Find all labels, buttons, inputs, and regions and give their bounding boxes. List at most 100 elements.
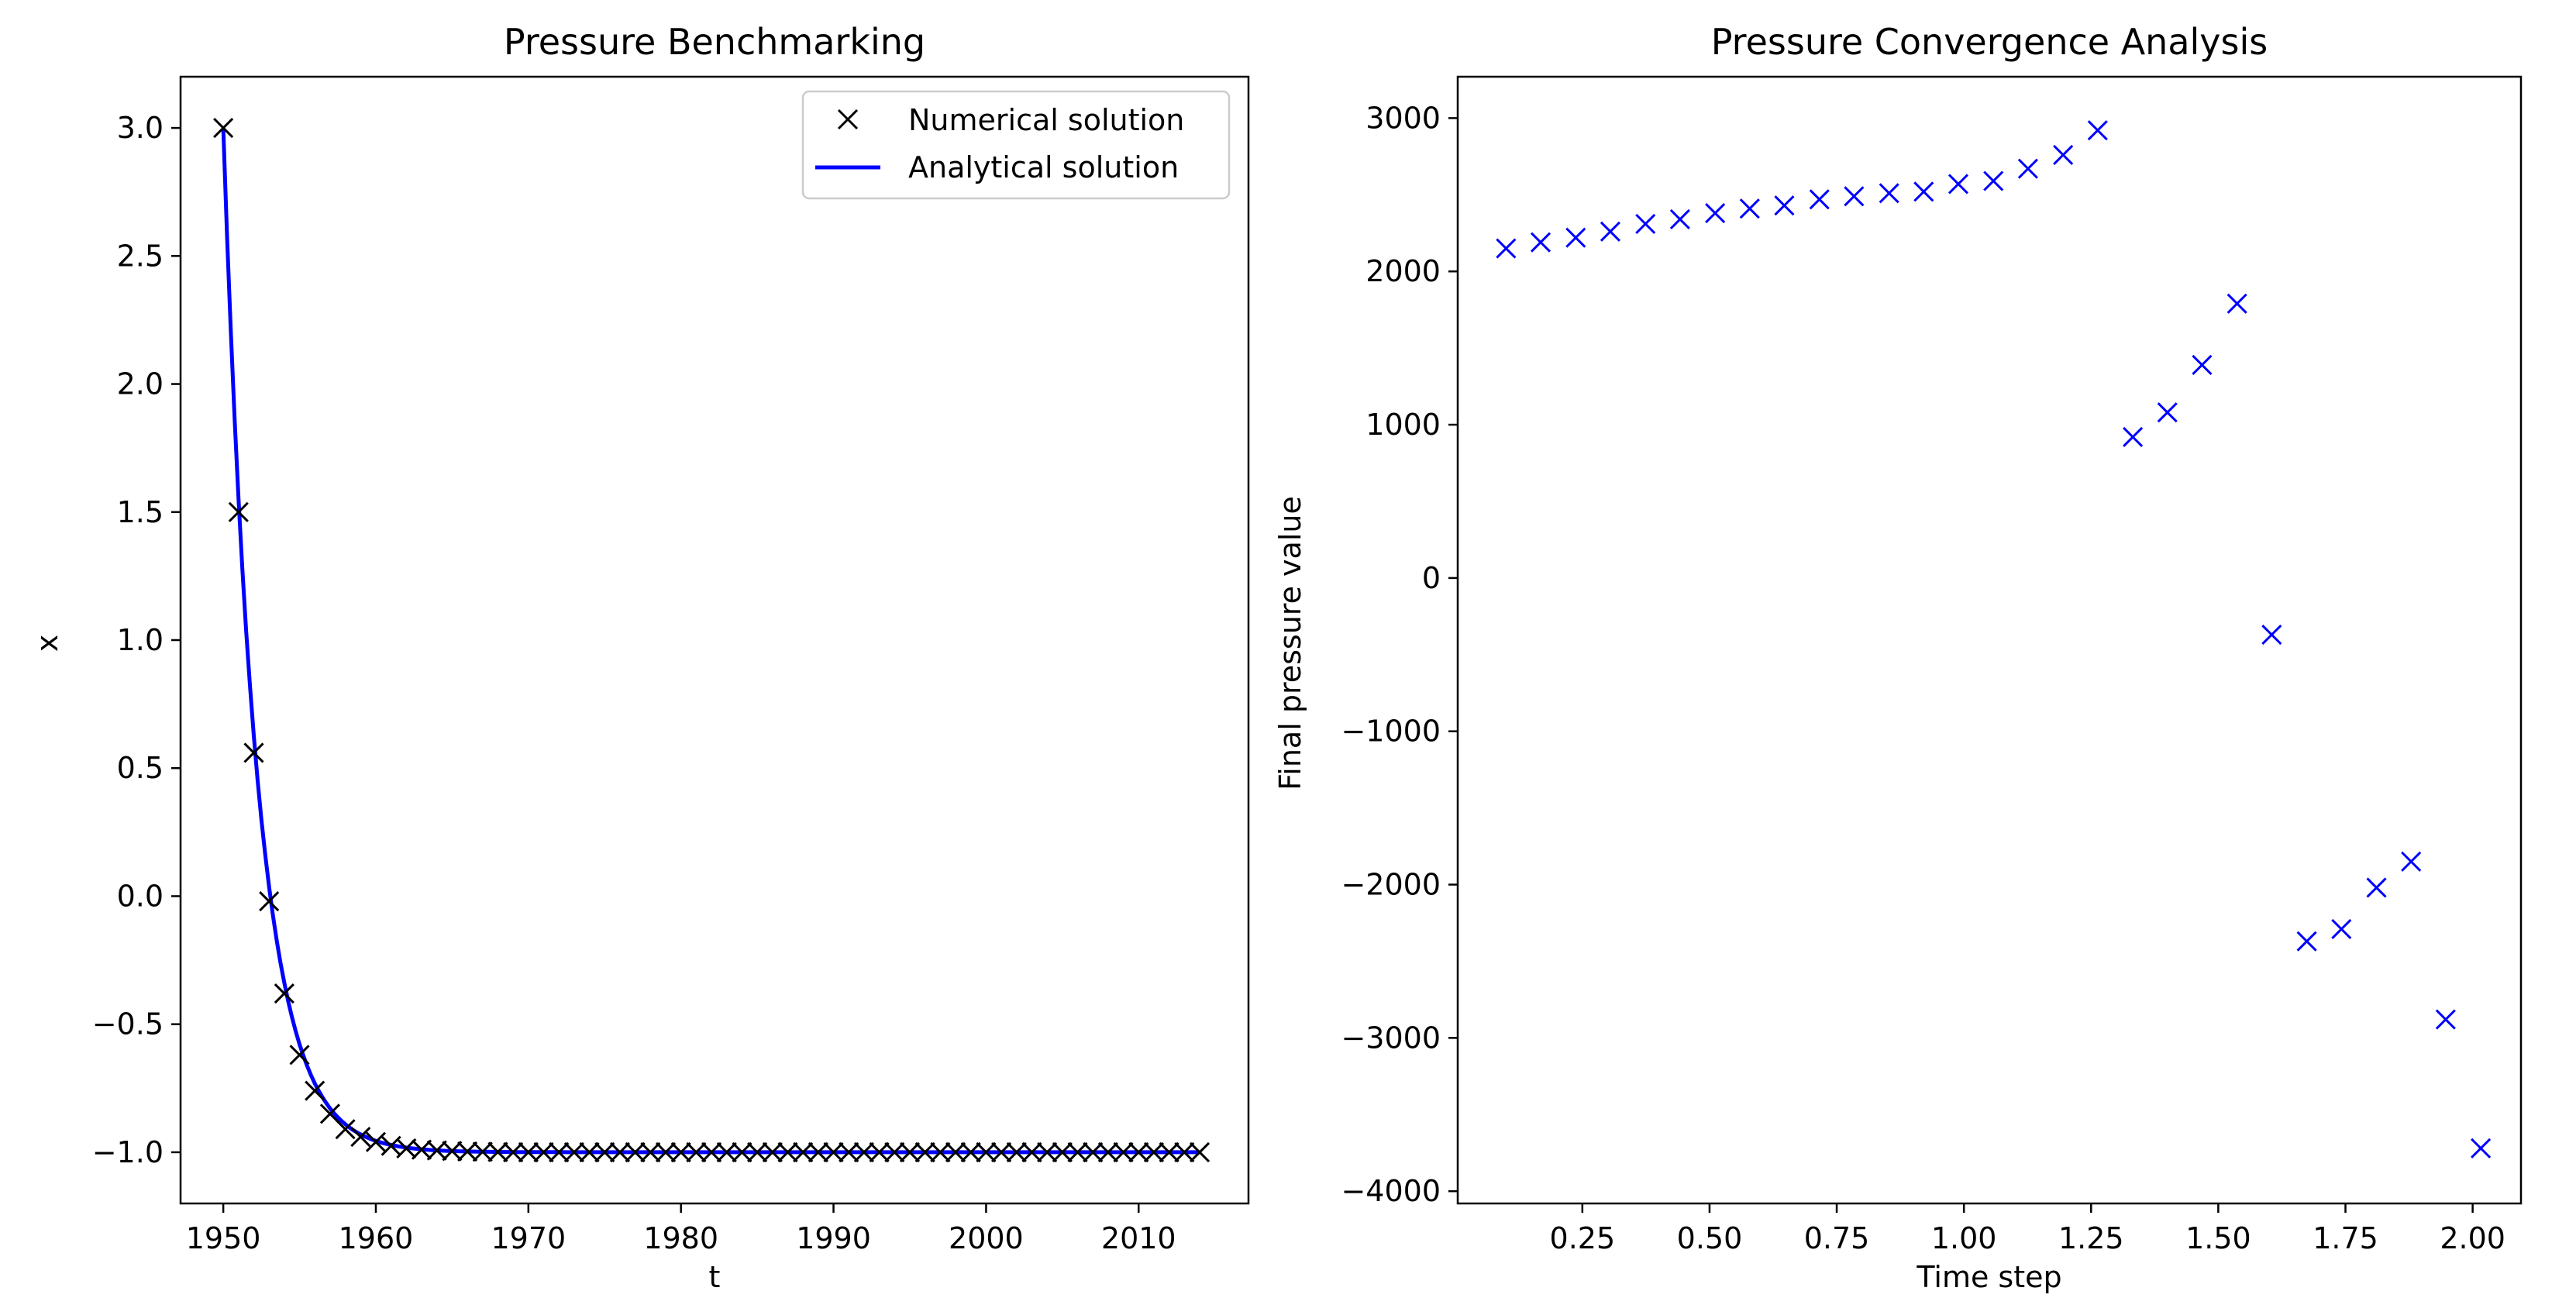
data-point <box>1006 1141 1027 1162</box>
data-point <box>2471 1138 2492 1159</box>
data-point <box>487 1141 508 1162</box>
x-tick-label: 2010 <box>1101 1221 1176 1255</box>
data-point <box>960 1141 981 1162</box>
data-point <box>1113 1141 1134 1162</box>
data-point <box>2087 120 2108 141</box>
panel-pressure-benchmarking: Pressure Benchmarking t x 1950 1960 1970 19… <box>30 21 1250 1294</box>
data-point <box>1496 238 1517 259</box>
data-point <box>1143 1141 1165 1162</box>
y-axis-label: x <box>30 635 64 652</box>
legend-entry-numerical: Numerical solution <box>908 103 1184 137</box>
axes-frame <box>179 75 1250 1205</box>
x-tick-label: 1980 <box>643 1221 718 1255</box>
data-point <box>457 1141 478 1162</box>
data-point <box>533 1141 554 1162</box>
data-point <box>335 1119 356 1140</box>
data-point <box>853 1141 874 1162</box>
data-point <box>563 1141 584 1162</box>
data-point <box>594 1141 615 1162</box>
data-point <box>686 1141 707 1162</box>
data-point <box>808 1141 828 1162</box>
data-point <box>655 1141 677 1162</box>
data-point <box>625 1141 646 1162</box>
data-point <box>1600 221 1620 242</box>
data-point <box>365 1131 387 1152</box>
data-point <box>2435 1009 2456 1030</box>
data-point <box>274 983 294 1004</box>
data-point <box>1947 174 1969 195</box>
data-point <box>1021 1141 1042 1162</box>
data-point <box>869 1141 890 1162</box>
data-point <box>518 1141 539 1162</box>
x-tick-label: 0.25 <box>1550 1221 1616 1255</box>
x-tick-label: 1.00 <box>1931 1221 1997 1255</box>
data-point <box>579 1141 600 1162</box>
y-tick-label: 3000 <box>1365 101 1441 135</box>
data-point <box>213 118 234 139</box>
data-point <box>2192 354 2213 375</box>
x-tick-label: 1.25 <box>2058 1221 2124 1255</box>
chart-title: Pressure Benchmarking <box>504 21 925 63</box>
data-point <box>823 1141 844 1162</box>
x-axis-label: Time step <box>1916 1260 2061 1294</box>
data-point <box>549 1141 570 1162</box>
y-tick-label: 1.5 <box>117 495 164 529</box>
x-tick-label: 1.75 <box>2313 1221 2378 1255</box>
data-point <box>2261 625 2282 646</box>
data-point <box>945 1141 966 1162</box>
data-point <box>442 1141 463 1162</box>
data-point <box>2401 851 2422 872</box>
data-point <box>2296 931 2317 952</box>
data-point <box>228 501 249 522</box>
legend-entry-analytical: Analytical solution <box>908 150 1179 184</box>
data-point <box>793 1141 814 1162</box>
x-tick-label: 1950 <box>186 1221 261 1255</box>
data-point <box>747 1141 768 1162</box>
data-point <box>1174 1141 1195 1162</box>
data-point <box>930 1141 951 1162</box>
data-point <box>1635 213 1656 234</box>
chart-title: Pressure Convergence Analysis <box>1711 21 2268 63</box>
y-tick-label: 3.0 <box>117 111 164 145</box>
data-point <box>701 1141 722 1162</box>
data-point <box>991 1141 1012 1162</box>
data-point <box>670 1141 691 1162</box>
data-point <box>1913 181 1934 202</box>
data-point <box>472 1141 493 1162</box>
legend-marker-x-icon <box>837 108 859 130</box>
axes-frame <box>1456 75 2523 1205</box>
data-point <box>640 1141 661 1162</box>
y-tick-label: 0 <box>1422 561 1441 595</box>
data-point <box>350 1127 371 1148</box>
x-tick-label: 1990 <box>796 1221 871 1255</box>
x-tick-label: 1960 <box>339 1221 414 1255</box>
data-point <box>305 1080 325 1101</box>
data-point <box>243 742 264 763</box>
x-tick-label: 2000 <box>949 1221 1024 1255</box>
x-tick-label: 2.00 <box>2440 1221 2505 1255</box>
y-axis-label: Final pressure value <box>1273 496 1307 790</box>
data-point <box>259 891 280 912</box>
data-point <box>976 1141 997 1162</box>
data-point <box>1983 170 2004 191</box>
data-point <box>503 1141 524 1162</box>
data-point <box>1809 189 1830 210</box>
data-point <box>1189 1141 1211 1162</box>
data-point <box>1774 195 1795 216</box>
data-point <box>2157 402 2178 423</box>
data-point <box>1097 1141 1118 1162</box>
plot-area <box>213 118 1211 1162</box>
data-point <box>716 1141 737 1162</box>
data-point <box>426 1140 447 1161</box>
data-point <box>839 1141 859 1162</box>
data-point <box>1669 208 1690 230</box>
y-tick-label: 2.0 <box>117 367 164 401</box>
x-axis-label: t <box>709 1260 721 1294</box>
y-tick-label: −2000 <box>1341 868 1441 902</box>
data-point <box>1739 198 1760 219</box>
legend-frame <box>801 90 1231 200</box>
y-tick-label: 2.5 <box>117 239 164 273</box>
y-tick-label: −4000 <box>1341 1174 1441 1208</box>
data-point <box>762 1141 783 1162</box>
